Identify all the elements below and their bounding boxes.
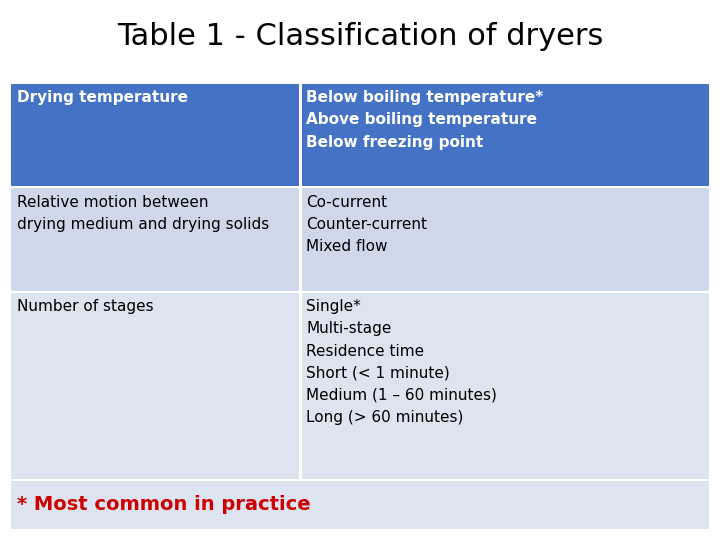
- Text: Drying temperature: Drying temperature: [17, 90, 187, 105]
- Text: Relative motion between
drying medium and drying solids: Relative motion between drying medium an…: [17, 195, 269, 232]
- Text: Number of stages: Number of stages: [17, 299, 153, 314]
- Text: * Most common in practice: * Most common in practice: [17, 495, 310, 514]
- Text: Table 1 - Classification of dryers: Table 1 - Classification of dryers: [117, 22, 603, 51]
- Text: Co-current
Counter-current
Mixed flow: Co-current Counter-current Mixed flow: [307, 195, 428, 254]
- Text: Below boiling temperature*
Above boiling temperature
Below freezing point: Below boiling temperature* Above boiling…: [307, 90, 544, 150]
- Text: Single*
Multi-stage
Residence time
Short (< 1 minute)
Medium (1 – 60 minutes)
Lo: Single* Multi-stage Residence time Short…: [307, 299, 498, 425]
